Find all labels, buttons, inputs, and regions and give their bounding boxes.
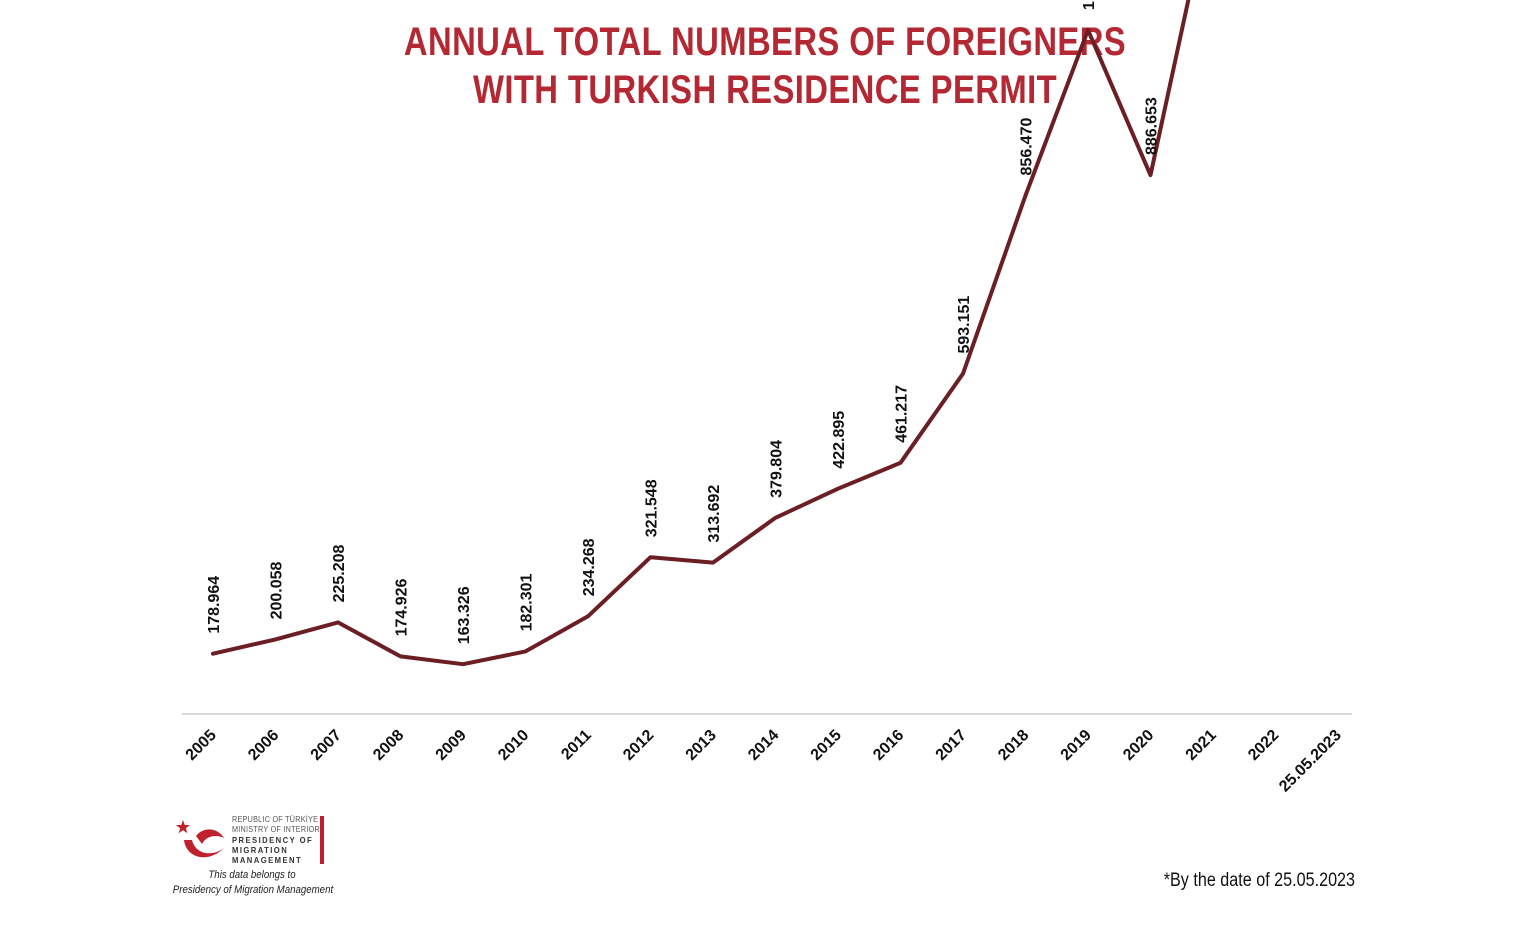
logo-caption-line-1: This data belongs to — [208, 869, 296, 881]
x-tick-label: 2011 — [558, 727, 595, 764]
chart-title-line-2: WITH TURKISH RESIDENCE PERMIT — [472, 68, 1058, 112]
x-tick-label: 2010 — [495, 727, 532, 764]
logo-presidency: PRESIDENCY OF — [232, 835, 314, 845]
chart-title-line-1: ANNUAL TOTAL NUMBERS OF FOREIGNERS — [403, 20, 1127, 64]
data-label: 182.301 — [519, 573, 536, 631]
data-label: 461.217 — [894, 385, 911, 443]
data-label: 178.964 — [206, 576, 223, 634]
data-label: 174.926 — [394, 578, 411, 636]
x-tick-label: 2013 — [683, 727, 720, 764]
data-label: 422.895 — [831, 411, 848, 469]
data-label: 856.470 — [1019, 118, 1036, 176]
x-tick-label: 25.05.2023 — [1276, 727, 1345, 796]
x-tick-label: 2020 — [1120, 727, 1157, 764]
x-tick-label: 2008 — [370, 727, 407, 764]
x-tick-label: 2009 — [433, 727, 470, 764]
x-tick-label: 2021 — [1183, 727, 1220, 764]
x-tick-label: 2016 — [870, 727, 907, 764]
data-label: 886.653 — [1144, 97, 1161, 155]
crescent-star-bird-icon — [176, 820, 224, 858]
x-tick-label: 2014 — [745, 727, 782, 764]
logo-migration: MIGRATION MANAGEMENT — [232, 845, 303, 865]
data-label: 234.268 — [581, 538, 598, 596]
x-tick-label: 2017 — [933, 727, 970, 764]
data-labels: 178.964 200.058 225.208 174.926 163.326 182.3… — [206, 0, 1161, 644]
chart-title: ANNUAL TOTAL NUMBERS OF FOREIGNERS WITH … — [138, 18, 1393, 114]
data-label: 200.058 — [269, 561, 286, 619]
x-tick-label: 2019 — [1058, 727, 1095, 764]
footnote: *By the date of 25.05.2023 — [1163, 870, 1355, 891]
logo-text: REPUBLIC OF TÜRKİYE MINISTRY OF INTERIOR… — [232, 815, 331, 865]
x-tick-label: 2018 — [995, 727, 1032, 764]
x-axis-tick-labels: 2005 2006 2007 2008 2009 2010 2011 2012 2013 2014… — [183, 727, 1345, 796]
presidency-logo: REPUBLIC OF TÜRKİYE MINISTRY OF INTERIOR… — [172, 812, 342, 902]
series-line — [211, 0, 1191, 667]
data-label: 1.101.030 — [1081, 0, 1098, 10]
x-tick-label: 2022 — [1245, 727, 1282, 764]
logo-caption-line-2: Presidency of Migration Management — [172, 884, 334, 896]
data-label: 379.804 — [769, 440, 786, 498]
logo-caption: This data belongs to Presidency of Migra… — [172, 868, 334, 898]
x-tick-label: 2007 — [308, 727, 345, 764]
logo-bar — [320, 816, 324, 864]
logo-ministry: MINISTRY OF INTERIOR — [232, 825, 320, 834]
data-label: 313.692 — [706, 485, 723, 543]
data-label: 225.208 — [331, 544, 348, 602]
x-tick-label: 2005 — [183, 727, 220, 764]
x-tick-label: 2012 — [620, 727, 657, 764]
data-label: 321.548 — [644, 479, 661, 537]
x-tick-label: 2006 — [245, 727, 282, 764]
data-label: 593.151 — [956, 296, 973, 354]
x-tick-label: 2015 — [808, 727, 845, 764]
data-label: 163.326 — [456, 586, 473, 644]
logo-republic: REPUBLIC OF TÜRKİYE — [232, 815, 319, 824]
